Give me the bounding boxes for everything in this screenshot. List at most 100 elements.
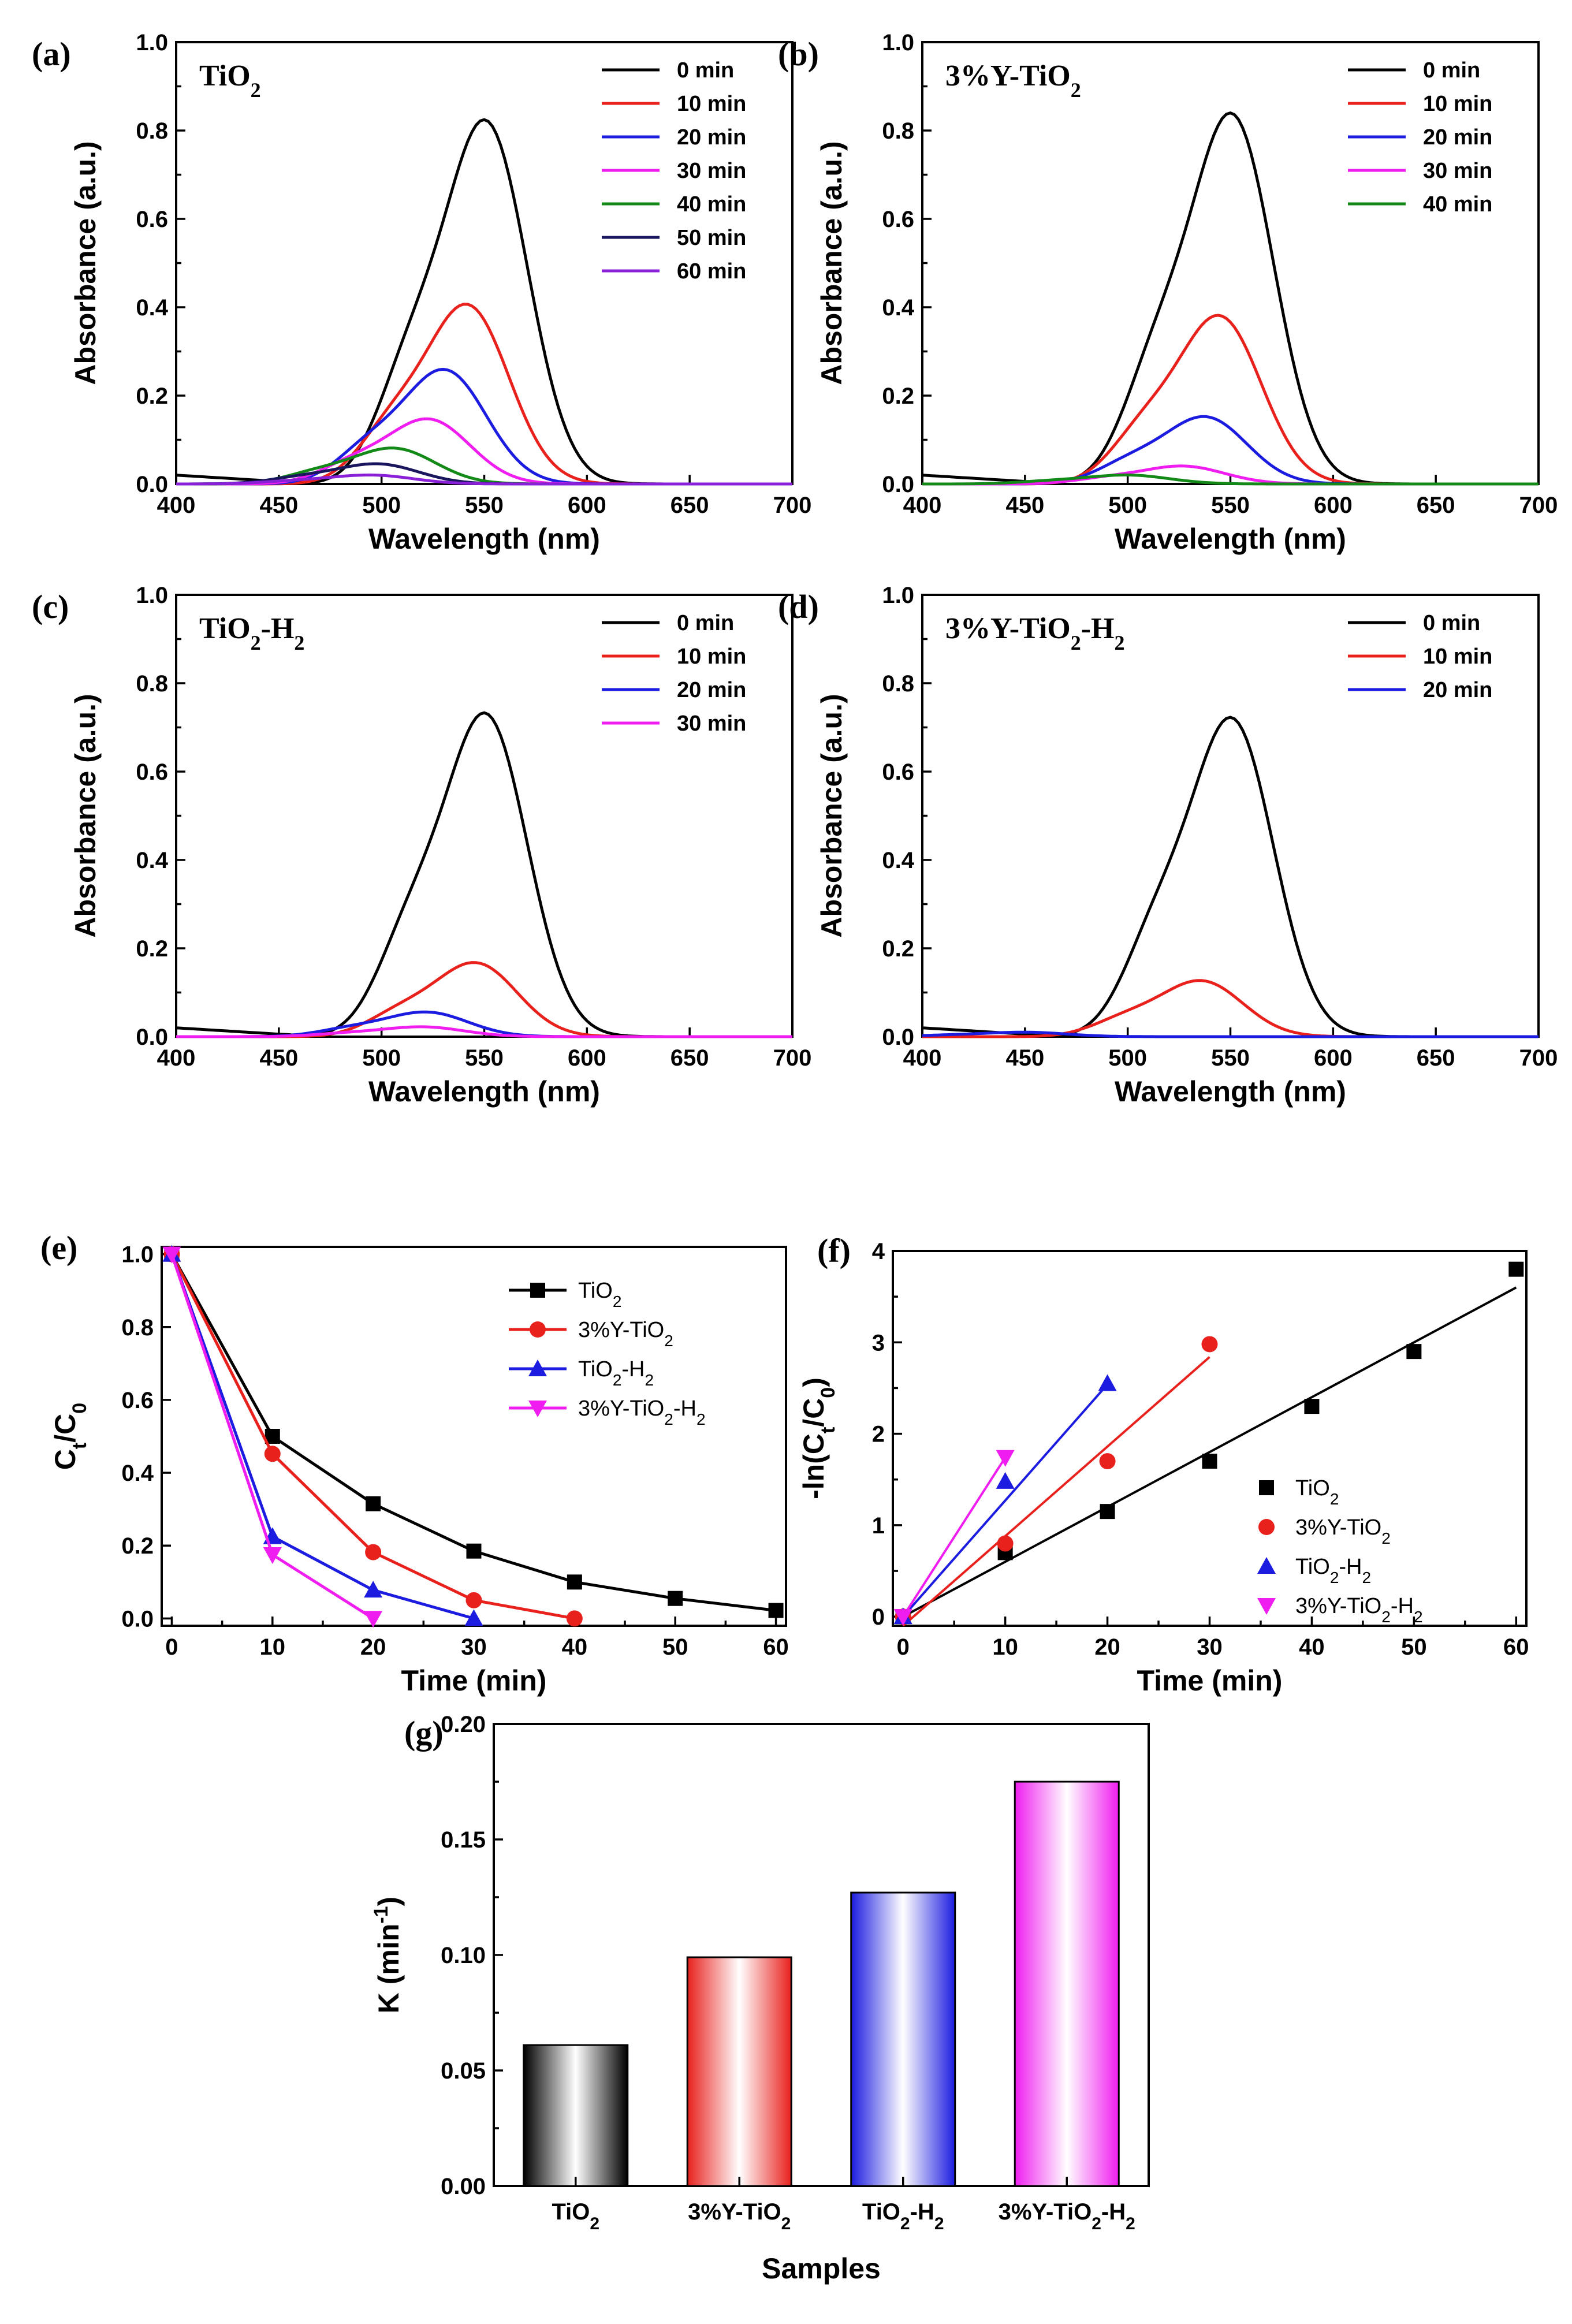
- y-tick-label: 1.0: [136, 583, 168, 608]
- x-tick-label: 20: [360, 1634, 386, 1660]
- data-point: [1406, 1344, 1422, 1360]
- spectrum-line: [922, 716, 1539, 1038]
- x-tick-label: 450: [259, 493, 298, 518]
- data-point: [1258, 1519, 1275, 1535]
- x-tick-label: 650: [670, 1045, 709, 1071]
- y-tick-label: 0.0: [882, 472, 914, 497]
- data-point: [1099, 1453, 1116, 1470]
- sample-label: 3%Y-TiO2-H2: [945, 612, 1125, 654]
- x-tick-label: 10: [260, 1634, 286, 1660]
- chart-g: 0.00 0.05 0.10 0.15 0.20 Samples K (min-1) (g) T…: [370, 1712, 1150, 2285]
- data-point: [528, 1360, 547, 1376]
- y-axis-title: Absorbance (a.u.): [69, 694, 102, 937]
- data-point: [264, 1446, 281, 1462]
- x-tick-label: 0: [165, 1634, 178, 1660]
- data-point: [1304, 1399, 1320, 1414]
- y-tick-label: 0.15: [441, 1827, 486, 1853]
- category-label: TiO2-H2: [862, 2199, 944, 2233]
- panel-label: (c): [32, 588, 69, 625]
- y-axis-title: Absorbance (a.u.): [69, 141, 102, 385]
- legend-label: 0 min: [1423, 58, 1480, 83]
- data-point: [466, 1543, 482, 1559]
- x-tick-label: 600: [1314, 1045, 1353, 1071]
- category-label: TiO2: [552, 2199, 599, 2233]
- y-tick-label: 0.4: [882, 295, 914, 321]
- x-axis-title: Wavelength (nm): [368, 1075, 600, 1108]
- x-tick-label: 30: [461, 1634, 487, 1660]
- data-point: [566, 1610, 583, 1627]
- y-tick-label: 3: [872, 1330, 885, 1355]
- legend-label: 30 min: [677, 712, 746, 736]
- legend-label: 0 min: [677, 58, 734, 83]
- legend-label: 10 min: [677, 92, 746, 116]
- legend-label: 30 min: [677, 159, 746, 183]
- data-point: [1100, 1504, 1115, 1519]
- plot-frame: [892, 1250, 1528, 1627]
- data-point: [162, 1246, 181, 1264]
- fit-line: [902, 1383, 1109, 1618]
- panel-label: (e): [40, 1229, 77, 1267]
- x-tick-label: 600: [568, 1045, 606, 1071]
- chart-d: 0.0 0.2 0.4 0.6 0.8 1.0 400 450 500 550 600 650 700 W…: [778, 583, 1558, 1108]
- x-tick-label: 700: [773, 1045, 812, 1071]
- data-point: [768, 1603, 784, 1618]
- chart-c: 0.0 0.2 0.4 0.6 0.8 1.0 400 450 500 550 600 650 700 W…: [32, 583, 811, 1108]
- y-tick-label: 0.6: [882, 759, 914, 785]
- legend-label: 40 min: [1423, 192, 1492, 217]
- data-point: [893, 1609, 912, 1626]
- data-point: [1257, 1557, 1276, 1574]
- x-axis-title: Time (min): [401, 1664, 547, 1697]
- bar: [850, 1891, 956, 2187]
- data-point: [1508, 1261, 1524, 1277]
- category-label: 3%Y-TiO2: [688, 2199, 791, 2233]
- x-axis-title: Wavelength (nm): [1115, 1075, 1346, 1108]
- x-tick-label: 500: [1108, 1045, 1147, 1071]
- x-tick-label: 400: [157, 1045, 196, 1071]
- x-tick-label: 400: [903, 493, 942, 518]
- y-tick-label: 0.8: [121, 1315, 154, 1340]
- y-tick-label: 1: [872, 1513, 885, 1539]
- chart-e: 0.0 0.2 0.4 0.6 0.8 1.0 0 10 20 30 40 50 60 Time (min…: [40, 1229, 789, 1697]
- legend-label: 3%Y-TiO2-H2: [1295, 1594, 1423, 1626]
- legend-label: 40 min: [677, 192, 746, 217]
- x-tick-label: 50: [662, 1634, 688, 1660]
- x-tick-label: 650: [670, 493, 709, 518]
- x-tick-label: 550: [465, 493, 504, 518]
- data-point: [530, 1321, 546, 1338]
- data-point: [263, 1547, 282, 1564]
- spectrum-line: [176, 1025, 792, 1038]
- data-point: [465, 1592, 482, 1608]
- sample-label: 3%Y-TiO2: [945, 59, 1081, 102]
- x-tick-label: 550: [1211, 1045, 1250, 1071]
- x-tick-label: 400: [903, 1045, 942, 1071]
- x-tick-label: 700: [1519, 493, 1558, 518]
- y-axis-title: K (min-1): [370, 1897, 405, 2013]
- y-tick-label: 0.6: [136, 759, 168, 785]
- panel-label: (d): [778, 588, 819, 625]
- legend-label: TiO2-H2: [1295, 1555, 1371, 1586]
- spectrum-line: [922, 473, 1539, 486]
- y-axis-title: Ct/C0: [49, 1403, 91, 1470]
- y-axis-title: Absorbance (a.u.): [815, 141, 848, 385]
- x-tick-label: 450: [259, 1045, 298, 1071]
- data-point: [528, 1401, 547, 1417]
- y-tick-label: 0.6: [136, 207, 168, 232]
- y-axis-title: Absorbance (a.u.): [815, 694, 848, 937]
- x-tick-label: 550: [1211, 493, 1250, 518]
- legend-label: 30 min: [1423, 159, 1492, 183]
- category-label: 3%Y-TiO2-H2: [999, 2199, 1135, 2233]
- y-tick-label: 0: [872, 1604, 885, 1630]
- y-tick-label: 0.05: [441, 2058, 486, 2084]
- y-tick-label: 0.4: [136, 848, 168, 873]
- y-tick-label: 0.0: [136, 1025, 168, 1050]
- y-tick-label: 0.8: [882, 671, 914, 697]
- legend-label: 20 min: [677, 678, 746, 702]
- y-tick-label: 0.8: [136, 671, 168, 697]
- x-tick-label: 400: [157, 493, 196, 518]
- data-point: [1202, 1454, 1217, 1469]
- y-tick-label: 0.00: [441, 2174, 486, 2199]
- series-line: [170, 1253, 475, 1620]
- y-tick-label: 0.4: [136, 295, 168, 321]
- legend-label: 3%Y-TiO2: [578, 1318, 673, 1350]
